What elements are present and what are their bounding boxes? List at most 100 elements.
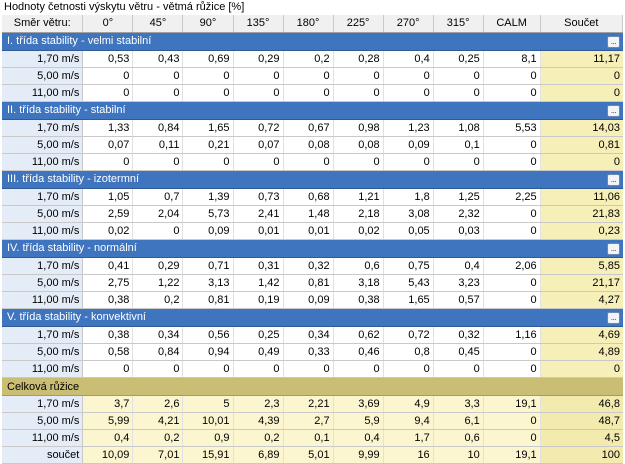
value-cell[interactable]: 6,89	[234, 447, 284, 463]
value-cell[interactable]: 0	[133, 154, 184, 170]
value-cell[interactable]: 3,13	[183, 275, 234, 291]
value-cell[interactable]: 0,31	[234, 258, 284, 274]
value-cell[interactable]: 0	[83, 85, 134, 101]
value-cell[interactable]: 0,43	[133, 51, 184, 67]
value-cell[interactable]: 0,09	[183, 223, 234, 239]
value-cell[interactable]: 0,9	[183, 430, 234, 446]
value-cell[interactable]: 0,02	[334, 223, 384, 239]
value-cell[interactable]: 0	[284, 68, 334, 84]
value-cell[interactable]: 2,41	[234, 206, 284, 222]
row-sum-cell[interactable]: 0	[540, 154, 623, 170]
value-cell[interactable]: 0,19	[234, 292, 284, 308]
row-sum-cell[interactable]: 4,5	[540, 430, 623, 446]
row-sum-cell[interactable]: 48,7	[540, 413, 623, 429]
expand-details-button[interactable]: ...	[607, 35, 620, 48]
value-cell[interactable]: 0	[133, 223, 184, 239]
column-header-dir-315[interactable]: 315°	[434, 15, 484, 32]
value-cell[interactable]: 0,94	[183, 344, 234, 360]
value-cell[interactable]: 2,18	[334, 206, 384, 222]
value-cell[interactable]: 4,21	[133, 413, 184, 429]
value-cell[interactable]: 5,53	[484, 120, 541, 136]
value-cell[interactable]: 1,25	[434, 189, 484, 205]
value-cell[interactable]: 1,16	[484, 327, 541, 343]
value-cell[interactable]: 0	[384, 154, 434, 170]
value-cell[interactable]: 0	[484, 344, 541, 360]
value-cell[interactable]: 0,38	[334, 292, 384, 308]
value-cell[interactable]: 0,08	[284, 137, 334, 153]
value-cell[interactable]: 0	[234, 154, 284, 170]
value-cell[interactable]: 1,22	[133, 275, 184, 291]
value-cell[interactable]: 0,11	[133, 137, 184, 153]
value-cell[interactable]: 0	[384, 68, 434, 84]
value-cell[interactable]: 5,73	[183, 206, 234, 222]
value-cell[interactable]: 0	[484, 85, 541, 101]
value-cell[interactable]: 2,6	[133, 396, 184, 412]
value-cell[interactable]: 0,33	[284, 344, 334, 360]
value-cell[interactable]: 3,7	[83, 396, 134, 412]
value-cell[interactable]: 1,21	[334, 189, 384, 205]
value-cell[interactable]: 0,57	[434, 292, 484, 308]
row-sum-cell[interactable]: 5,85	[540, 258, 623, 274]
value-cell[interactable]: 0,07	[234, 137, 284, 153]
column-header-dir-270[interactable]: 270°	[384, 15, 434, 32]
value-cell[interactable]: 2,25	[484, 189, 541, 205]
value-cell[interactable]: 0,45	[434, 344, 484, 360]
value-cell[interactable]: 5,01	[284, 447, 334, 463]
value-cell[interactable]: 0	[284, 154, 334, 170]
value-cell[interactable]: 1,8	[384, 189, 434, 205]
row-sum-cell[interactable]: 0	[540, 85, 623, 101]
value-cell[interactable]: 0,81	[183, 292, 234, 308]
value-cell[interactable]: 9,4	[384, 413, 434, 429]
value-cell[interactable]: 2,59	[83, 206, 134, 222]
value-cell[interactable]: 0,6	[434, 430, 484, 446]
row-sum-cell[interactable]: 4,89	[540, 344, 623, 360]
value-cell[interactable]: 0	[484, 430, 541, 446]
value-cell[interactable]: 0,03	[434, 223, 484, 239]
value-cell[interactable]: 0	[484, 292, 541, 308]
value-cell[interactable]: 0,4	[384, 51, 434, 67]
value-cell[interactable]: 0	[234, 361, 284, 377]
value-cell[interactable]: 4,39	[234, 413, 284, 429]
value-cell[interactable]: 0,98	[334, 120, 384, 136]
value-cell[interactable]: 0	[284, 361, 334, 377]
value-cell[interactable]: 0	[284, 85, 334, 101]
value-cell[interactable]: 2,32	[434, 206, 484, 222]
value-cell[interactable]: 0,84	[133, 120, 184, 136]
value-cell[interactable]: 1,08	[434, 120, 484, 136]
value-cell[interactable]: 0,81	[284, 275, 334, 291]
column-header-dir-90[interactable]: 90°	[183, 15, 234, 32]
value-cell[interactable]: 0	[434, 361, 484, 377]
value-cell[interactable]: 0,46	[334, 344, 384, 360]
value-cell[interactable]: 0,4	[434, 258, 484, 274]
value-cell[interactable]: 0,1	[284, 430, 334, 446]
value-cell[interactable]: 0,38	[83, 327, 134, 343]
value-cell[interactable]: 4,9	[384, 396, 434, 412]
value-cell[interactable]: 7,01	[133, 447, 184, 463]
row-sum-cell[interactable]: 11,06	[540, 189, 623, 205]
value-cell[interactable]: 0,6	[334, 258, 384, 274]
value-cell[interactable]: 0,41	[83, 258, 134, 274]
value-cell[interactable]: 0,09	[284, 292, 334, 308]
row-sum-cell[interactable]: 11,17	[540, 51, 623, 67]
value-cell[interactable]: 6,1	[434, 413, 484, 429]
value-cell[interactable]: 3,69	[334, 396, 384, 412]
value-cell[interactable]: 0,62	[334, 327, 384, 343]
value-cell[interactable]: 0,73	[234, 189, 284, 205]
value-cell[interactable]: 0,84	[133, 344, 184, 360]
row-sum-cell[interactable]: 0	[540, 361, 623, 377]
value-cell[interactable]: 9,99	[334, 447, 384, 463]
value-cell[interactable]: 0,34	[133, 327, 184, 343]
value-cell[interactable]: 0	[484, 206, 541, 222]
row-sum-cell[interactable]: 46,8	[540, 396, 623, 412]
value-cell[interactable]: 2,75	[83, 275, 134, 291]
value-cell[interactable]: 0,4	[83, 430, 134, 446]
row-sum-cell[interactable]: 4,69	[540, 327, 623, 343]
row-sum-cell[interactable]: 0,23	[540, 223, 623, 239]
value-cell[interactable]: 0,1	[434, 137, 484, 153]
row-sum-cell[interactable]: 100	[540, 447, 623, 463]
value-cell[interactable]: 0	[83, 154, 134, 170]
value-cell[interactable]: 2,04	[133, 206, 184, 222]
value-cell[interactable]: 0,02	[83, 223, 134, 239]
expand-details-button[interactable]: ...	[607, 311, 620, 324]
value-cell[interactable]: 0,72	[234, 120, 284, 136]
